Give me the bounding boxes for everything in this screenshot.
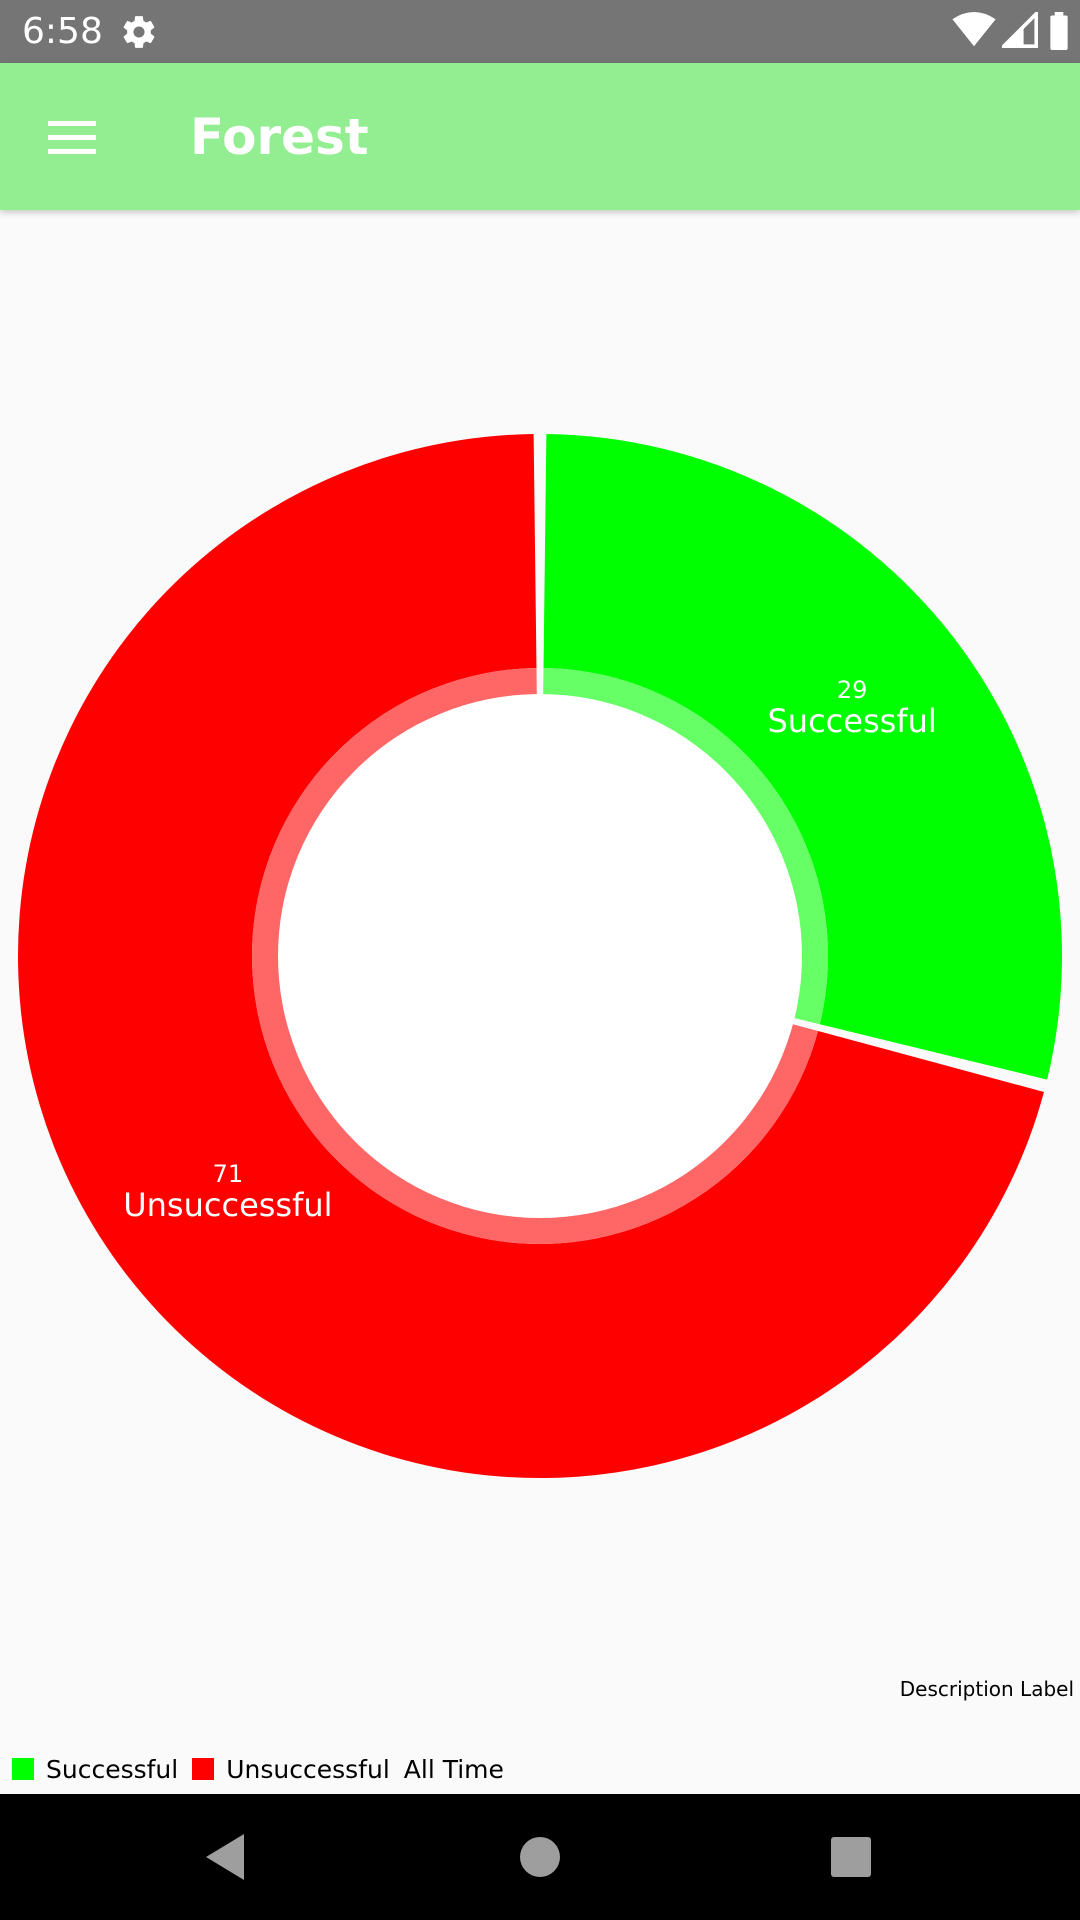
cell-signal-icon xyxy=(1002,12,1038,48)
settings-gear-icon xyxy=(123,16,155,48)
legend-label-unsuccessful: Unsuccessful xyxy=(226,1754,390,1784)
chart-center-hole xyxy=(278,694,802,1218)
status-time: 6:58 xyxy=(22,11,103,52)
legend-swatch-unsuccessful xyxy=(192,1758,215,1780)
slice-label-unsuccessful: Unsuccessful xyxy=(123,1186,332,1224)
slice-value-successful: 29 xyxy=(837,676,868,704)
slice-label-successful: Successful xyxy=(767,702,936,740)
app-bar: Forest xyxy=(0,63,1080,210)
back-icon[interactable] xyxy=(194,1824,260,1890)
recents-icon[interactable] xyxy=(818,1824,884,1890)
navigation-bar xyxy=(0,1794,1080,1920)
slice-unsuccessful[interactable] xyxy=(17,434,1044,1478)
chart-description: Description Label xyxy=(899,1677,1074,1701)
hamburger-menu-icon[interactable] xyxy=(40,105,104,169)
legend-label-all-time: All Time xyxy=(403,1754,504,1784)
legend-swatch-successful xyxy=(12,1758,34,1780)
legend-entry-unsuccessful: Unsuccessful xyxy=(192,1755,390,1784)
legend-entry-successful: Successful xyxy=(12,1755,178,1784)
slice-successful[interactable] xyxy=(543,434,1063,1080)
home-icon[interactable] xyxy=(507,1824,573,1890)
status-bar: 6:58 xyxy=(0,0,1080,63)
wifi-icon xyxy=(952,12,996,47)
app-title: Forest xyxy=(190,108,369,166)
slice-value-unsuccessful: 71 xyxy=(213,1160,244,1188)
chart-legend: Successful Unsuccessful All Time xyxy=(12,1752,504,1786)
legend-label-successful: Successful xyxy=(46,1754,179,1784)
battery-icon xyxy=(1050,12,1068,50)
